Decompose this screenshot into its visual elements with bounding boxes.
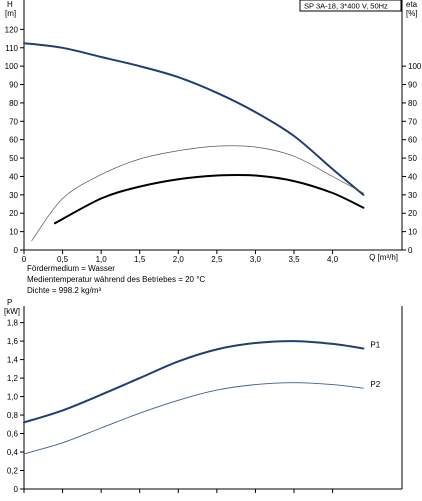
y-left-axis-unit: [m]	[5, 9, 16, 18]
x-tick-label: 3,0	[250, 255, 262, 264]
fluid-note: Fördermedium = Wasser	[27, 264, 115, 273]
y-left-tick-label: 50	[9, 154, 18, 163]
power-tick-label: 0,8	[7, 411, 19, 420]
y-right-tick-label: 70	[408, 117, 417, 126]
power-tick-label: 1,8	[7, 319, 19, 328]
power-tick-label: 0,2	[7, 467, 19, 476]
x-tick-label: 2,5	[211, 255, 223, 264]
y-left-tick-label: 30	[9, 191, 18, 200]
power-axis-unit: [kW]	[4, 307, 20, 316]
y-right-tick-label: 10	[408, 228, 417, 237]
y-left-tick-label: 90	[9, 81, 18, 90]
y-left-tick-label: 100	[5, 62, 19, 71]
y-left-tick-label: 0	[14, 246, 19, 255]
series-line-p1	[23, 340, 365, 424]
x-tick-label: 1,0	[96, 255, 108, 264]
temperature-note: Medientemperatur während des Betriebes =…	[27, 275, 206, 284]
y-left-tick-label: 110	[5, 44, 18, 53]
y-right-tick-label: 90	[408, 81, 417, 90]
y-right-tick-label: 0	[408, 246, 413, 255]
x-tick-label: 1,5	[134, 255, 146, 264]
power-axis-title: P	[7, 298, 12, 307]
series-label-p1: P1	[370, 341, 380, 350]
x-tick-label: 3,5	[288, 255, 300, 264]
power-tick-label: 1,4	[7, 356, 19, 365]
y-left-tick-label: 120	[5, 25, 19, 34]
density-note: Dichte = 998.2 kg/m³	[27, 286, 102, 295]
x-tick-label: 0,5	[57, 255, 69, 264]
y-right-tick-label: 100	[408, 62, 422, 71]
y-left-axis-title: H	[7, 0, 13, 9]
x-tick-label: 2,0	[173, 255, 185, 264]
x-tick-label: 0	[22, 255, 27, 264]
y-right-axis-title: eta	[406, 0, 418, 9]
y-left-tick-label: 70	[9, 117, 18, 126]
x-tick-label: 4,0	[327, 255, 339, 264]
series-line-h	[23, 42, 365, 196]
x-axis-title: Q [m³/h]	[369, 253, 398, 262]
power-tick-label: 1,2	[7, 374, 19, 383]
y-right-tick-label: 60	[408, 136, 417, 145]
y-right-tick-label: 20	[408, 209, 417, 218]
series-label-p2: P2	[370, 380, 380, 389]
power-tick-label: 1,0	[7, 393, 19, 402]
chart-title: SP 3A-18, 3*400 V, 50Hz	[304, 2, 388, 11]
y-left-tick-label: 60	[9, 136, 18, 145]
y-right-tick-label: 80	[408, 99, 417, 108]
y-left-tick-label: 80	[9, 99, 18, 108]
power-tick-label: 0,4	[7, 448, 19, 457]
power-tick-label: 0,6	[7, 430, 19, 439]
y-right-tick-label: 50	[408, 154, 417, 163]
y-right-axis-unit: [%]	[406, 9, 418, 18]
y-left-tick-label: 20	[9, 209, 18, 218]
series-line-p2	[23, 382, 364, 455]
series-line-eta-pump	[31, 145, 364, 242]
power-tick-label: 0	[14, 485, 19, 494]
y-right-tick-label: 30	[408, 191, 417, 200]
y-right-tick-label: 40	[408, 172, 417, 181]
power-tick-label: 1,6	[7, 337, 19, 346]
chart-title-box	[299, 0, 402, 12]
y-left-tick-label: 10	[9, 228, 18, 237]
y-left-tick-label: 40	[9, 172, 18, 181]
series-line-eta-total	[53, 173, 365, 225]
